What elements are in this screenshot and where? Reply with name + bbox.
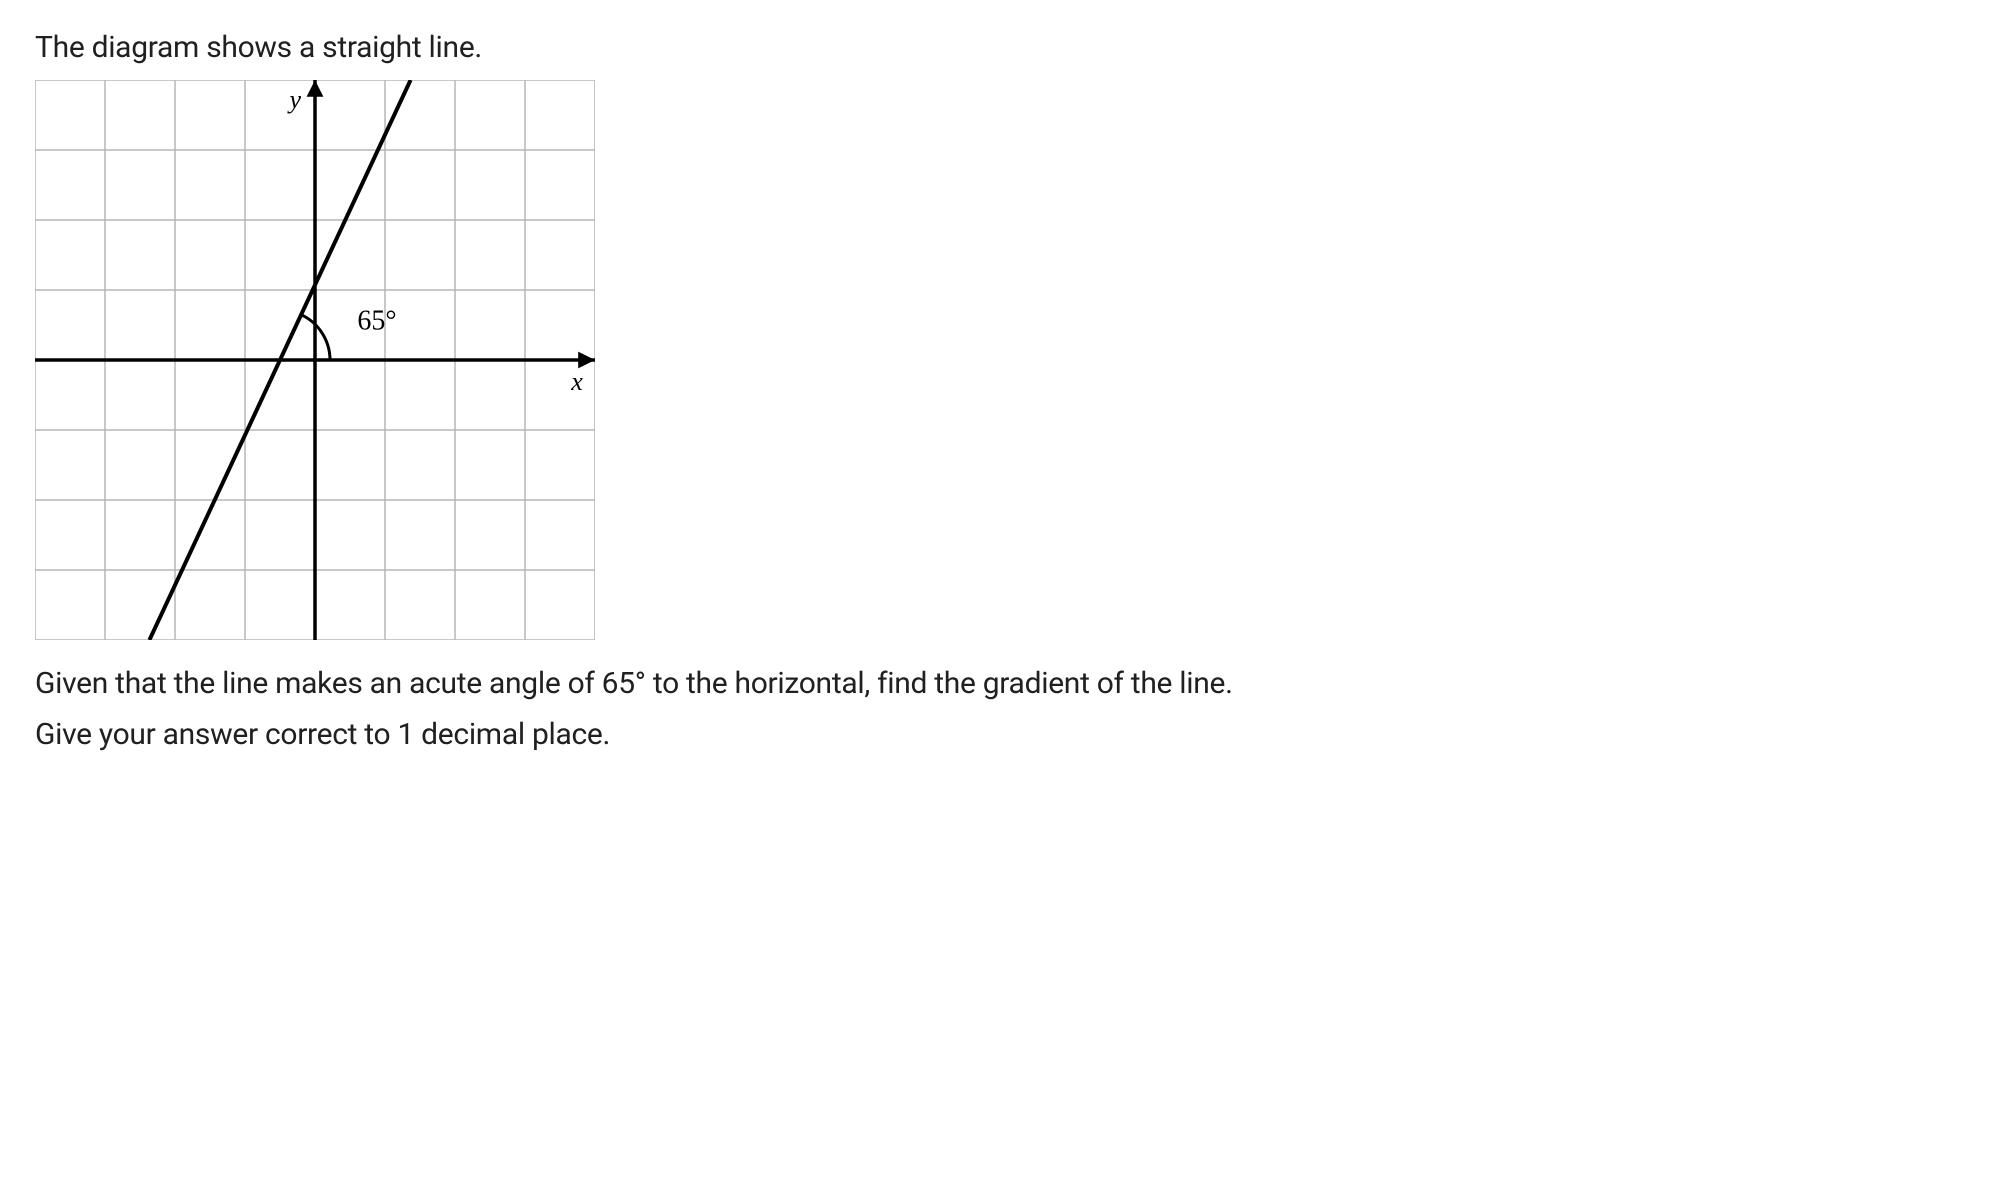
y-axis-label: y: [286, 85, 301, 114]
question-follow2: Give your answer correct to 1 decimal pl…: [35, 715, 1970, 756]
question-follow1: Given that the line makes an acute angle…: [35, 664, 1970, 705]
axes: yx: [35, 80, 595, 640]
angle-label: 65°: [357, 305, 396, 336]
x-axis-label: x: [570, 367, 583, 396]
question-intro: The diagram shows a straight line.: [35, 30, 1970, 65]
diagram-container: yx65°: [35, 80, 1970, 644]
coordinate-diagram: yx65°: [35, 80, 595, 640]
